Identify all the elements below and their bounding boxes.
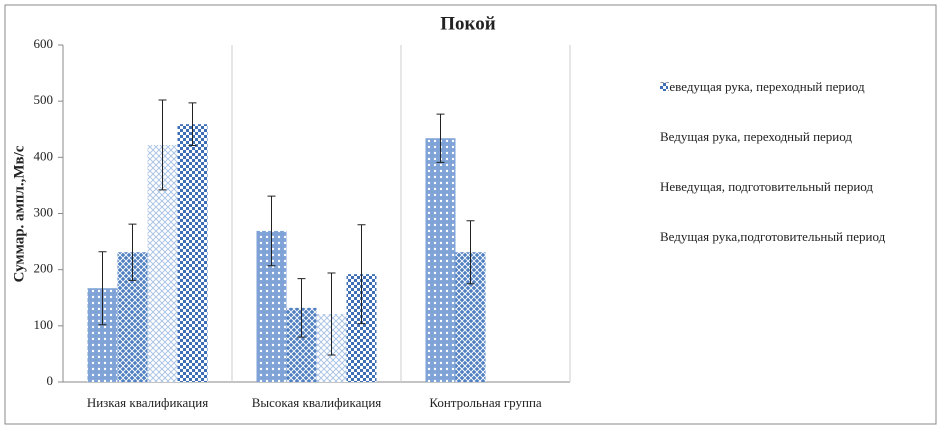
y-axis-label: Суммар. ампл.,Мв/с	[11, 145, 27, 282]
error-bar	[466, 220, 475, 285]
error-bar	[158, 99, 167, 191]
error-bar	[297, 278, 306, 338]
y-tick-label: 400	[34, 148, 54, 163]
chart-title: Покой	[440, 13, 495, 34]
bar	[177, 124, 208, 382]
error-bar	[327, 272, 336, 356]
error-bar	[357, 224, 366, 325]
y-tick-label: 200	[34, 261, 54, 276]
y-tick-label: 600	[34, 36, 54, 51]
error-bar	[267, 195, 276, 267]
legend-item: Ведущая рука,подготовительный период	[660, 83, 940, 246]
error-bar	[128, 223, 137, 281]
legend-item: Неведущая, подготовительный период	[660, 83, 940, 196]
legend-label: Неведущая, подготовительный период	[660, 179, 874, 194]
error-bar	[188, 102, 197, 147]
y-tick-label: 500	[34, 92, 54, 107]
legend-label: Ведущая рука,подготовительный период	[660, 229, 886, 244]
legend-label: Неведущая рука, переходный период	[660, 79, 865, 94]
legend-swatch	[660, 83, 668, 91]
error-bar	[436, 113, 445, 163]
x-tick-label: Контрольная группа	[429, 395, 542, 410]
legend-label: Ведущая рука, переходный период	[660, 129, 853, 144]
error-bar	[98, 251, 107, 326]
y-tick-label: 100	[34, 317, 54, 332]
chart-border	[4, 4, 937, 425]
bar	[425, 138, 456, 382]
y-tick-label: 300	[34, 204, 54, 219]
legend-item: Ведущая рука, переходный период	[660, 83, 940, 146]
x-tick-label: Высокая квалификация	[252, 395, 382, 410]
x-tick-label: Низкая квалификация	[87, 395, 208, 410]
y-tick-label: 0	[47, 373, 54, 388]
legend: Неведущая рука, переходный период Ведущая…	[660, 78, 940, 278]
legend-item: Неведущая рука, переходный период	[660, 78, 940, 96]
